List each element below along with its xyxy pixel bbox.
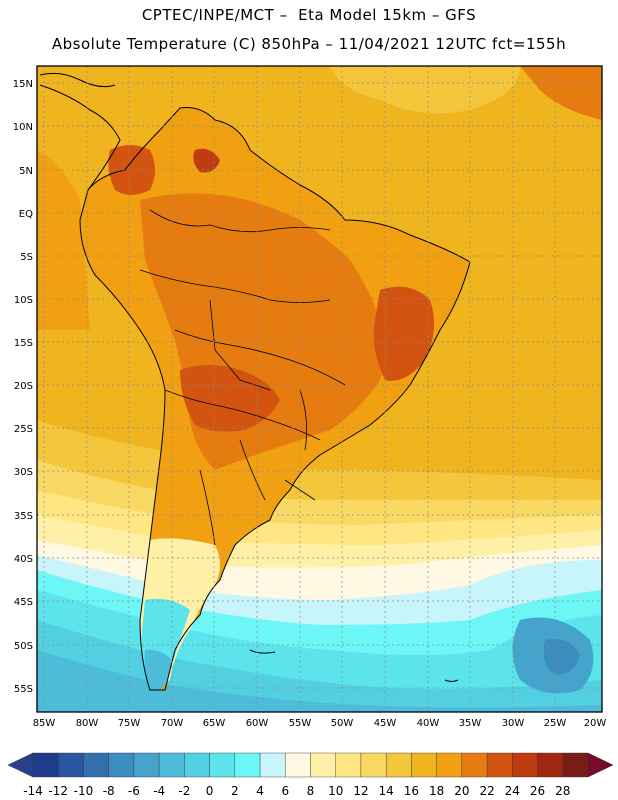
lon-label: 35W [459, 718, 482, 729]
lon-label: 75W [118, 718, 141, 729]
country-borders [139, 209, 346, 546]
lon-label: 50W [331, 718, 354, 729]
map-title: CPTEC/INPE/MCT – Eta Model 15km – GFS [141, 6, 477, 24]
colorbar-swatch [209, 752, 236, 778]
colorbar-label: -8 [103, 784, 115, 798]
map-subtitle: Absolute Temperature (C) 850hPa – 11/04/… [51, 35, 567, 53]
colorbar-label: 26 [530, 784, 545, 798]
lon-label: 55W [289, 718, 312, 729]
lat-label: 55S [14, 684, 33, 695]
colorbar-label: -10 [74, 784, 94, 798]
coastline [39, 72, 471, 691]
colorbar-label: 22 [479, 784, 494, 798]
colorbar-swatch [83, 752, 109, 778]
colorbar-high-arrow [587, 752, 614, 778]
graticule [37, 66, 602, 712]
colorbar-swatch [108, 752, 135, 778]
lon-label: 85W [33, 718, 56, 729]
lon-label: 20W [584, 718, 607, 729]
colorbar-label: 8 [307, 784, 315, 798]
lat-label: 35S [14, 511, 33, 522]
lon-label: 70W [161, 718, 184, 729]
lat-label: 15S [14, 338, 33, 349]
colorbar: -14 -12 -10 -8 -6 -4 -2 0 2 4 6 8 10 12 14 16 18 20 22 24 26… [7, 752, 614, 798]
lat-label: EQ [19, 209, 33, 220]
colorbar-swatch [360, 752, 387, 778]
colorbar-label: 24 [505, 784, 520, 798]
colorbar-label: -12 [48, 784, 68, 798]
colorbar-swatch [335, 752, 362, 778]
colorbar-label: 12 [353, 784, 368, 798]
colorbar-swatch [411, 752, 437, 778]
colorbar-swatch [436, 752, 463, 778]
colorbar-low-arrow [7, 752, 34, 778]
colorbar-label: 4 [256, 784, 264, 798]
lat-label: 15N [13, 79, 33, 90]
lat-label: 20S [14, 381, 33, 392]
colorbar-swatch [58, 752, 84, 778]
colorbar-swatch [133, 752, 160, 778]
colorbar-swatch [234, 752, 261, 778]
colorbar-label: 0 [206, 784, 214, 798]
colorbar-label: -6 [128, 784, 140, 798]
latitude-labels: 15N 10N 5N EQ 5S 10S 15S 20S 25S 30S 35S… [13, 79, 33, 695]
colorbar-swatch [461, 752, 488, 778]
colorbar-label: -2 [178, 784, 190, 798]
colorbar-swatch [486, 752, 513, 778]
lon-label: 80W [76, 718, 99, 729]
colorbar-label: -4 [153, 784, 165, 798]
colorbar-label: 10 [328, 784, 343, 798]
colorbar-swatch [259, 752, 286, 778]
colorbar-swatch [32, 752, 59, 778]
colorbar-swatch [184, 752, 210, 778]
lat-label: 5S [20, 252, 33, 263]
lat-label: 10N [13, 122, 33, 133]
lon-label: 65W [203, 718, 226, 729]
lat-label: 5N [19, 166, 33, 177]
lon-label: 30W [502, 718, 525, 729]
lat-label: 10S [14, 295, 33, 306]
colorbar-swatch [310, 752, 336, 778]
colorbar-label: 16 [404, 784, 419, 798]
map-frame [36, 65, 603, 713]
colorbar-swatch [537, 752, 563, 778]
temperature-field [37, 66, 602, 712]
lat-label: 50S [14, 641, 33, 652]
colorbar-label: 6 [281, 784, 289, 798]
colorbar-swatch [385, 752, 412, 778]
colorbar-swatch [285, 752, 311, 778]
colorbar-swatch [562, 752, 589, 778]
lon-label: 25W [544, 718, 567, 729]
colorbar-label: -14 [23, 784, 43, 798]
lon-label: 60W [246, 718, 269, 729]
lat-label: 25S [14, 424, 33, 435]
lat-label: 40S [14, 554, 33, 565]
lon-label: 45W [374, 718, 397, 729]
lat-label: 30S [14, 467, 33, 478]
colorbar-swatch [512, 752, 538, 778]
colorbar-swatch [158, 752, 185, 778]
colorbar-label: 18 [429, 784, 444, 798]
colorbar-label: 2 [231, 784, 239, 798]
lat-label: 45S [14, 597, 33, 608]
colorbar-label: 14 [379, 784, 394, 798]
colorbar-label: 20 [454, 784, 469, 798]
colorbar-label: 28 [555, 784, 570, 798]
longitude-labels: 85W 80W 75W 70W 65W 60W 55W 50W 45W 40W … [33, 718, 607, 729]
lon-label: 40W [417, 718, 440, 729]
